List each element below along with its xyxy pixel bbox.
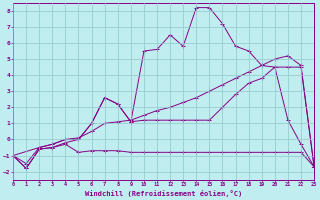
- X-axis label: Windchill (Refroidissement éolien,°C): Windchill (Refroidissement éolien,°C): [85, 190, 242, 197]
